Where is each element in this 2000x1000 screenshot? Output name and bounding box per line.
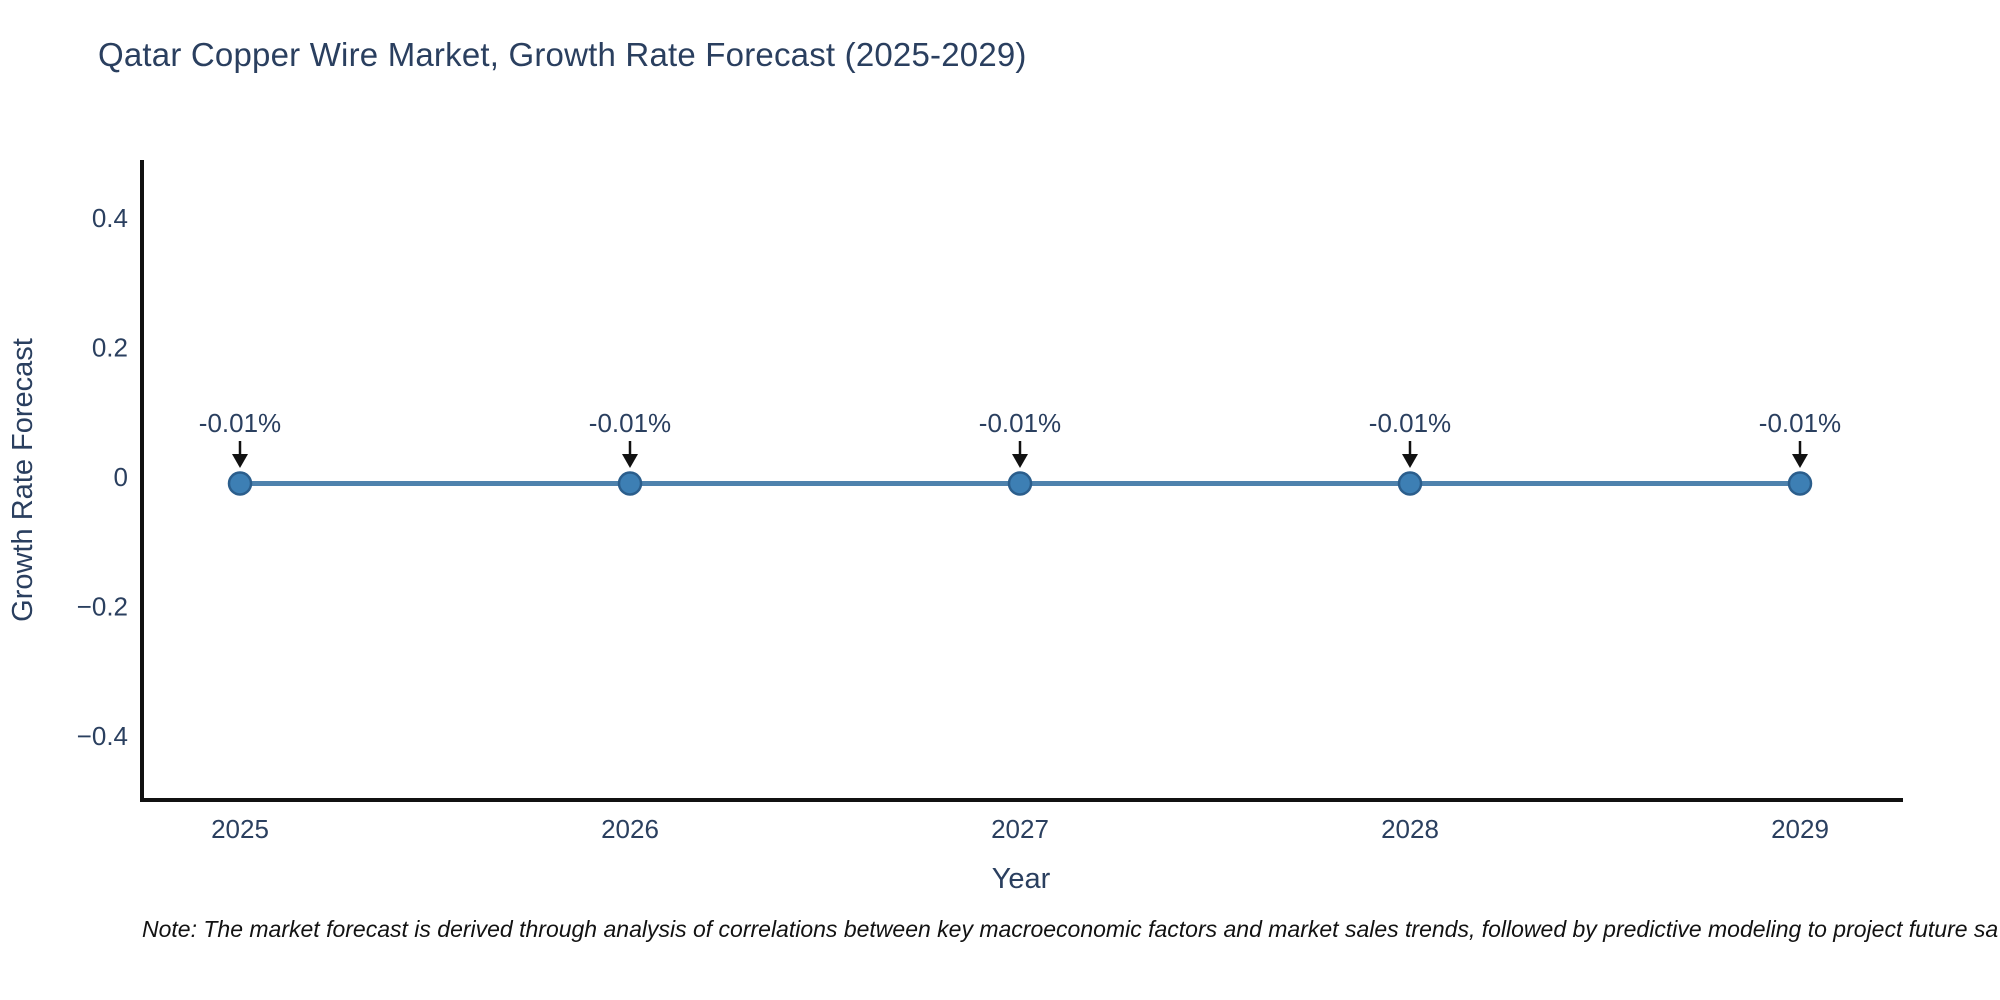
footnote: Note: The market forecast is derived thr…: [142, 916, 1999, 942]
y-tick-label: 0: [114, 462, 128, 492]
data-point-marker[interactable]: [1787, 471, 1813, 496]
x-axis-title: Year: [992, 863, 1051, 895]
x-tick-label: 2026: [601, 814, 659, 844]
y-axis-ticks: 0.4 0.2 0 −0.2 −0.4: [77, 203, 128, 751]
annotation-arrowhead-icon: [1402, 454, 1418, 468]
annotation-label: -0.01%: [979, 408, 1061, 438]
y-tick-label: 0.2: [92, 333, 128, 363]
data-point-marker[interactable]: [1397, 471, 1423, 496]
annotations: -0.01% -0.01% -0.01% -0.01% -0.01%: [199, 408, 1841, 468]
x-tick-label: 2029: [1771, 814, 1829, 844]
x-tick-label: 2028: [1381, 814, 1439, 844]
annotation-arrowhead-icon: [622, 454, 638, 468]
data-point-marker[interactable]: [617, 471, 643, 496]
data-point-marker[interactable]: [1007, 471, 1033, 496]
data-points: [227, 471, 1813, 496]
x-tick-label: 2027: [991, 814, 1049, 844]
data-point-marker[interactable]: [227, 471, 253, 496]
y-tick-label: −0.2: [77, 592, 128, 622]
annotation-arrowhead-icon: [1792, 454, 1808, 468]
annotation-label: -0.01%: [1369, 408, 1451, 438]
y-axis-title: Growth Rate Forecast: [7, 338, 39, 622]
x-tick-label: 2025: [211, 814, 269, 844]
annotation-arrowhead-icon: [232, 454, 248, 468]
annotation-arrowhead-icon: [1012, 454, 1028, 468]
chart-title: Qatar Copper Wire Market, Growth Rate Fo…: [98, 36, 1027, 73]
annotation-label: -0.01%: [1759, 408, 1841, 438]
annotation-label: -0.01%: [589, 408, 671, 438]
y-tick-label: 0.4: [92, 203, 128, 233]
y-tick-label: −0.4: [77, 721, 128, 751]
annotation-label: -0.01%: [199, 408, 281, 438]
x-axis-ticks: 2025 2026 2027 2028 2029: [211, 814, 1829, 844]
